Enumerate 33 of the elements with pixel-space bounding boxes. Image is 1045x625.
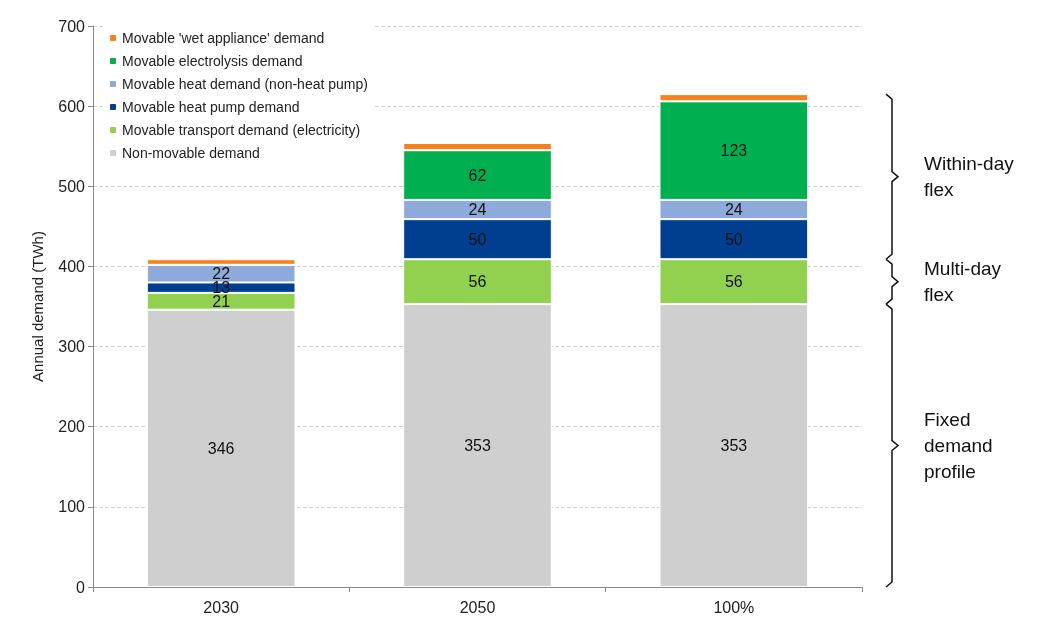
y-tick-label: 400 [58,257,86,275]
data-label: 24 [724,201,743,219]
data-label: 56 [468,273,487,291]
x-tick-label: 2050 [459,598,496,616]
y-tick-label: 300 [58,338,86,356]
data-label: 50 [724,230,743,248]
data-label: 346 [207,439,235,457]
x-tick-label: 100% [713,598,755,616]
legend-label: Movable heat demand (non-heat pump) [122,76,368,92]
text: Within-day flex [924,153,1020,201]
y-tick-label: 500 [58,177,86,195]
legend-label: Movable transport demand (electricity) [122,122,361,138]
data-label: 24 [468,201,487,219]
data-label: 62 [468,166,487,184]
legend-label: Non-movable demand [122,145,260,161]
y-axis-title: Annual demand (TWh) [29,231,46,382]
y-tick-label: 0 [76,578,86,596]
legend-label: Movable 'wet appliance' demand [122,30,325,46]
x-tick-label: 2030 [203,598,240,616]
text: Fixed demand profile [924,409,998,483]
legend-label: Movable heat pump demand [122,99,300,115]
data-label: 50 [468,230,487,248]
data-label: 123 [720,142,748,160]
y-tick-label: 700 [58,17,86,35]
y-tick-label: 100 [58,498,86,516]
text: Multi-day flex [924,258,1007,306]
data-label: 56 [724,273,743,291]
y-tick-label: 600 [58,97,86,115]
data-label: 21 [212,292,231,310]
legend-label: Movable electrolysis demand [122,53,303,69]
data-label: 353 [720,437,748,455]
y-tick-label: 200 [58,418,86,436]
data-label: 353 [464,437,491,455]
